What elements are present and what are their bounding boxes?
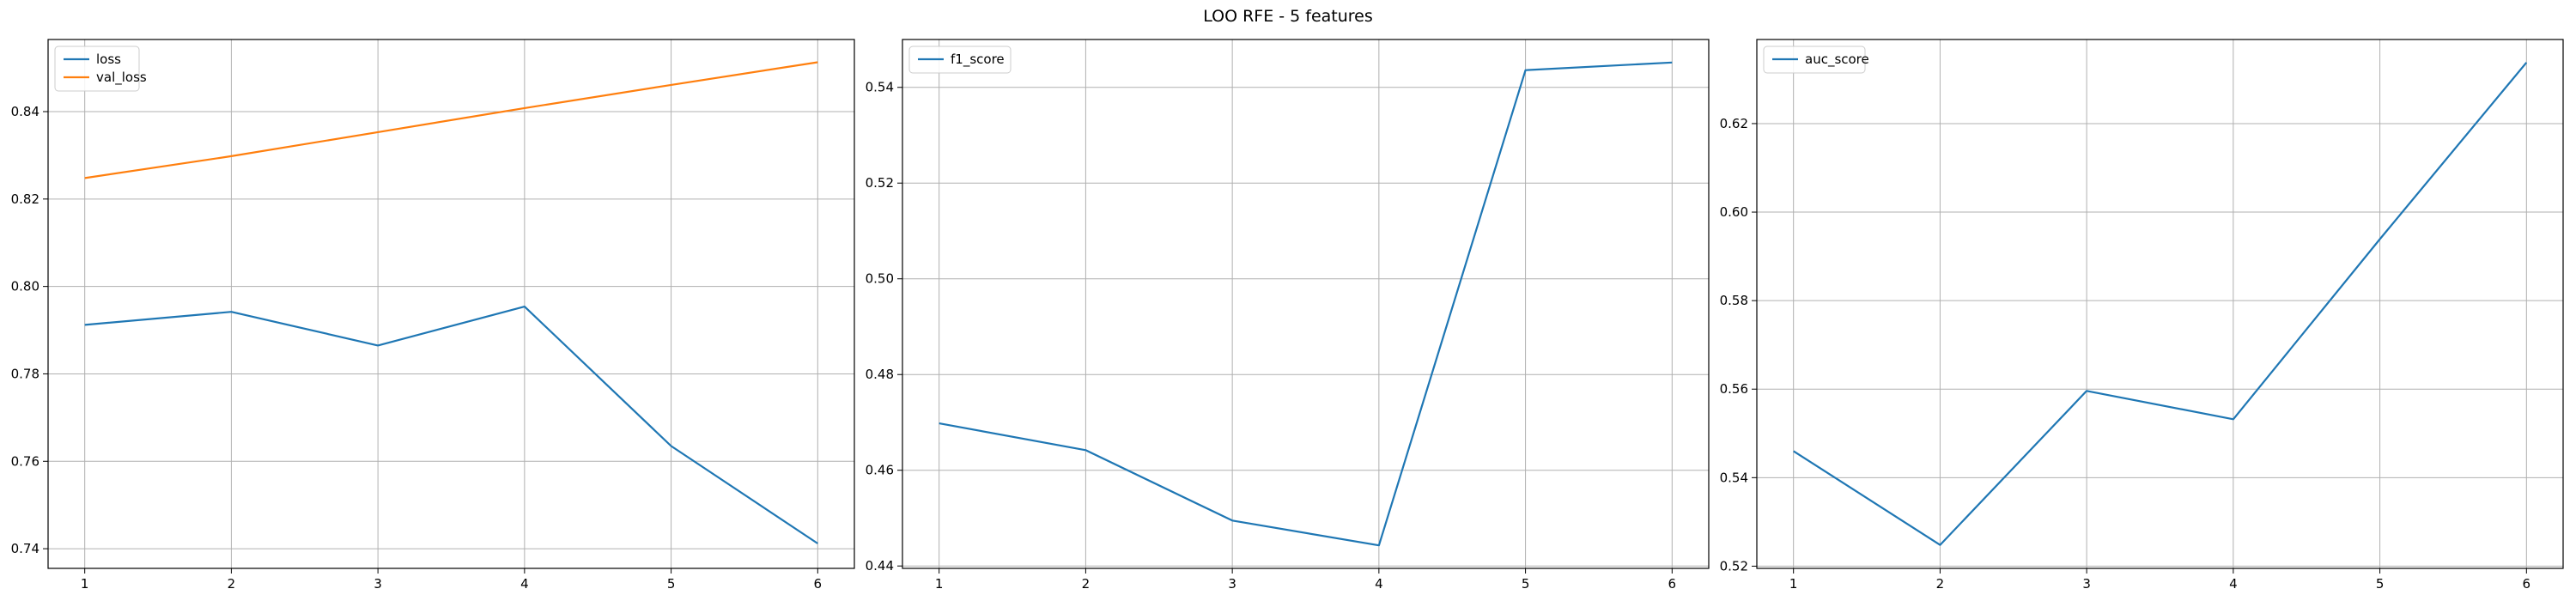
x-tick-label: 5 xyxy=(2376,576,2385,592)
y-tick-label: 0.56 xyxy=(1720,381,1748,397)
x-tick-label: 2 xyxy=(1082,576,1091,592)
legend-box xyxy=(54,46,140,92)
y-tick-label: 0.76 xyxy=(11,453,39,469)
y-tick-label: 0.78 xyxy=(11,366,39,381)
y-tick-label: 0.84 xyxy=(11,104,39,119)
y-tick-label: 0.62 xyxy=(1720,116,1748,131)
x-tick-label: 3 xyxy=(374,576,382,592)
y-tick-label: 0.74 xyxy=(11,541,39,556)
legend-box xyxy=(908,46,1012,74)
chart-panel-f1-score: 1 2 3 4 5 6 0.44 0.46 0.48 0.50 0.52 0.54 f1_score xyxy=(866,39,1710,592)
x-tick-label: 4 xyxy=(520,576,529,592)
y-tick-label: 0.48 xyxy=(866,367,894,382)
y-tick-label: 0.54 xyxy=(866,80,894,95)
y-tick-label: 0.52 xyxy=(866,175,894,191)
x-tick-label: 3 xyxy=(2082,576,2091,592)
x-tick-label: 1 xyxy=(1789,576,1798,592)
legend-label: loss xyxy=(96,52,121,67)
y-tick-label: 0.44 xyxy=(866,558,894,574)
chart-panel-loss: 1 2 3 4 5 6 0.74 0.76 0.78 0.80 0.82 0.84 loss val_lo… xyxy=(11,39,855,592)
series-line-f1-score xyxy=(939,61,1673,547)
series-line-auc-score xyxy=(1793,62,2528,546)
x-tick-label: 5 xyxy=(1522,576,1530,592)
axes-frame xyxy=(47,39,855,569)
legend-label: f1_score xyxy=(951,52,1005,68)
legend-label: val_loss xyxy=(96,70,147,86)
x-tick-label: 5 xyxy=(667,576,676,592)
x-tick-label: 1 xyxy=(81,576,89,592)
x-tick-label: 6 xyxy=(2523,576,2531,592)
series-line-loss xyxy=(84,306,818,544)
y-tick-label: 0.80 xyxy=(11,279,39,294)
x-tick-label: 1 xyxy=(935,576,944,592)
legend-label: auc_score xyxy=(1805,52,1869,68)
y-tick-label: 0.54 xyxy=(1720,470,1748,485)
y-tick-label: 0.50 xyxy=(866,271,894,287)
y-tick-label: 0.46 xyxy=(866,463,894,478)
x-tick-label: 4 xyxy=(1375,576,1383,592)
x-tick-label: 3 xyxy=(1228,576,1236,592)
x-tick-label: 6 xyxy=(814,576,823,592)
series-line-val-loss xyxy=(84,61,818,179)
y-tick-label: 0.82 xyxy=(11,191,39,207)
y-tick-label: 0.52 xyxy=(1720,558,1748,574)
x-tick-label: 2 xyxy=(1936,576,1945,592)
x-tick-label: 2 xyxy=(228,576,236,592)
axes-frame xyxy=(902,39,1710,569)
y-tick-label: 0.60 xyxy=(1720,204,1748,220)
legend-box xyxy=(1763,46,1866,74)
axes-frame xyxy=(1756,39,2564,569)
x-tick-label: 4 xyxy=(2229,576,2238,592)
y-tick-label: 0.58 xyxy=(1720,293,1748,308)
x-tick-label: 6 xyxy=(1668,576,1677,592)
chart-panel-auc-score: 1 2 3 4 5 6 0.52 0.54 0.56 0.58 0.60 0.62 auc_score xyxy=(1720,39,2564,592)
figure-title: LOO RFE - 5 features xyxy=(1203,7,1373,26)
